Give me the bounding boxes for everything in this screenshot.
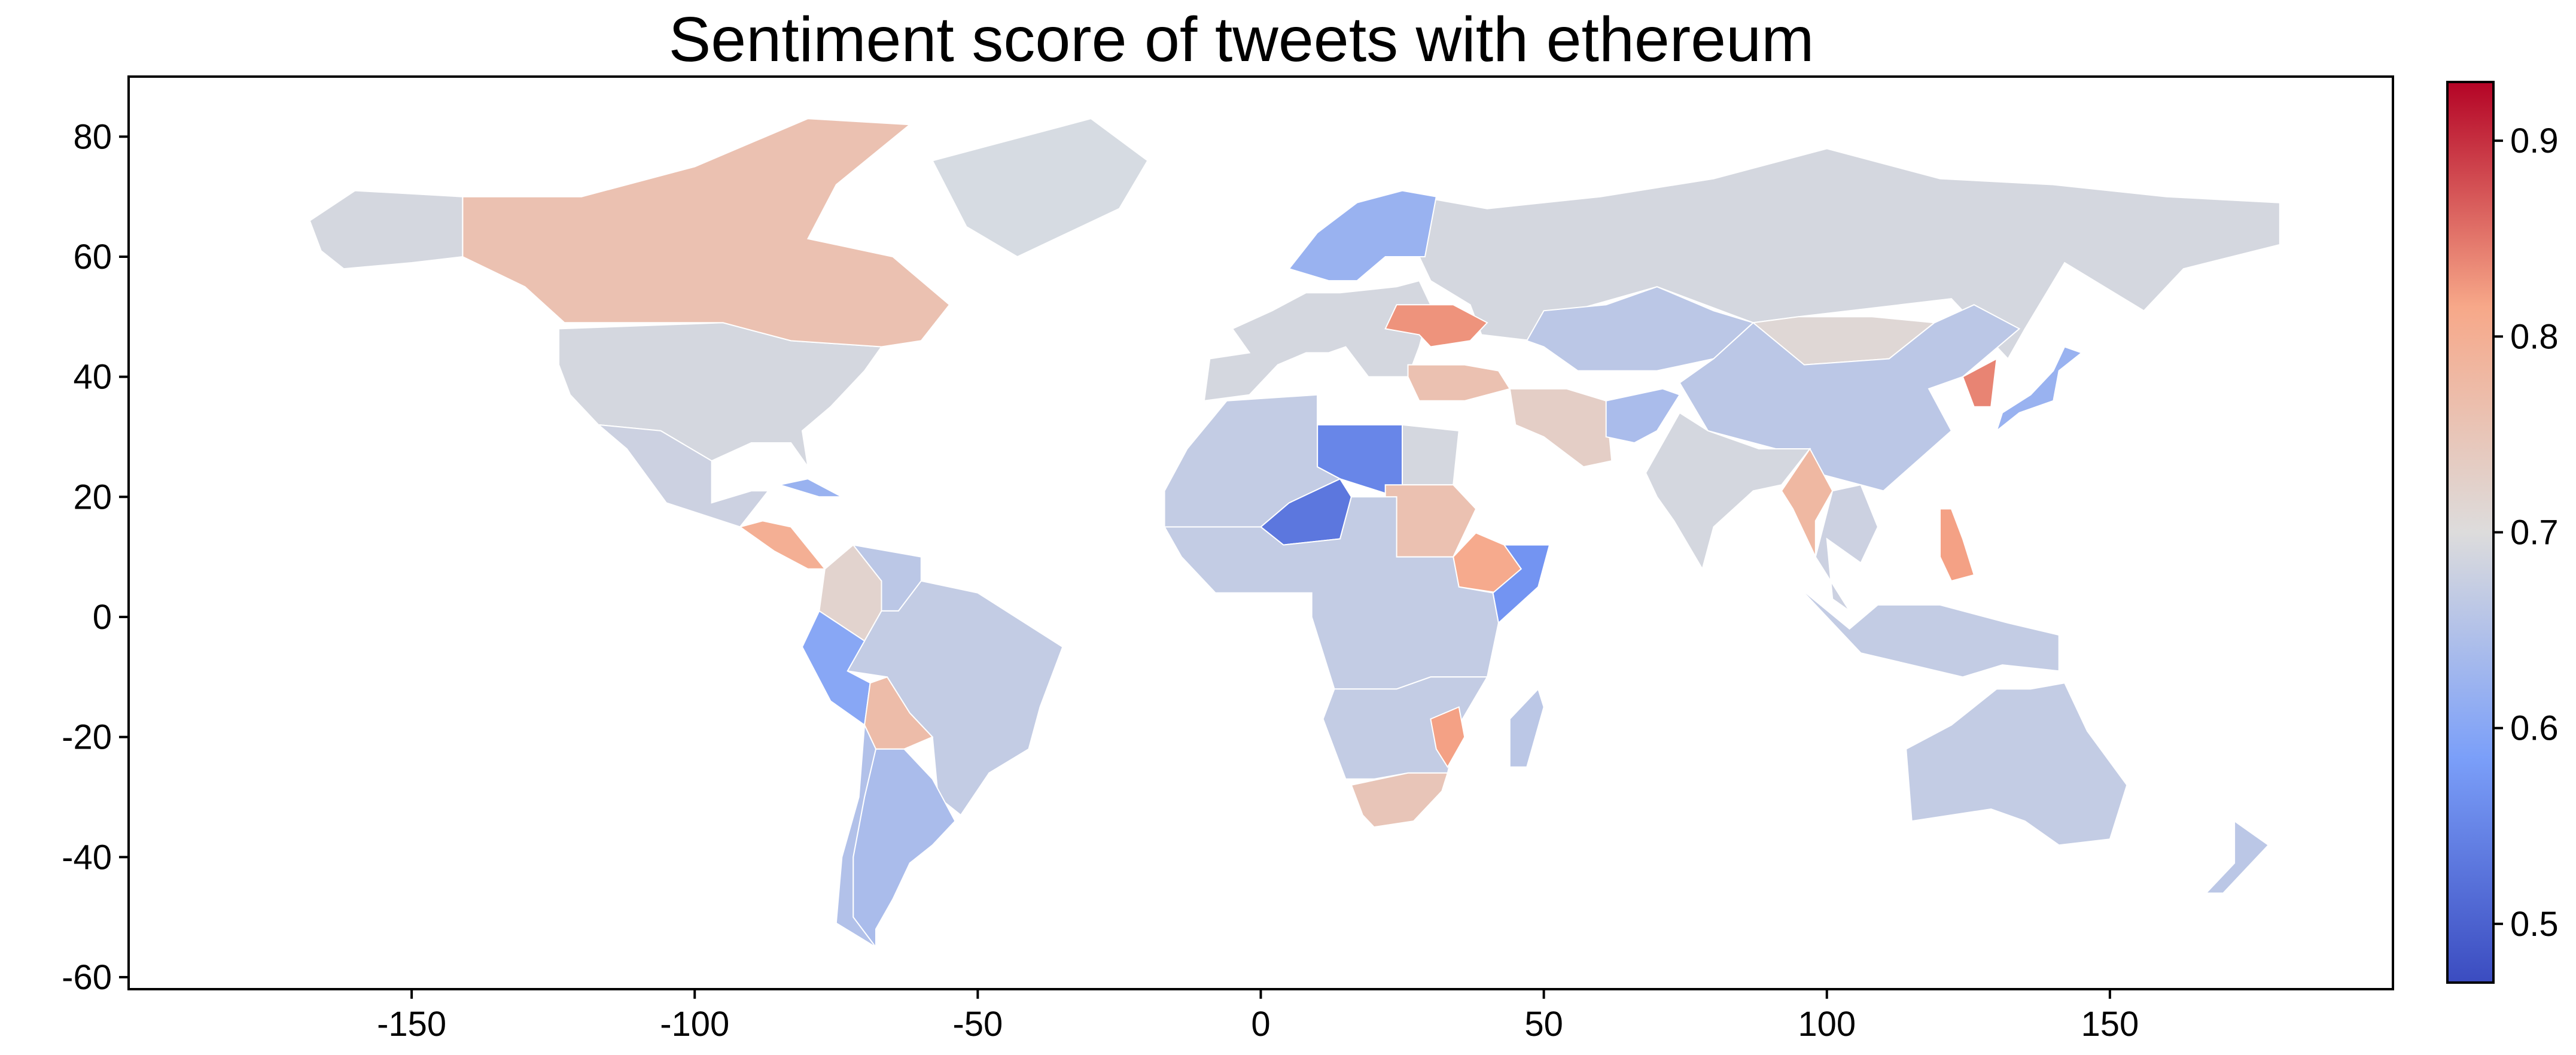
region-korea [1962,357,1998,408]
region-chile [835,722,877,948]
region-ukraine [1384,304,1488,348]
region-india [1645,412,1811,571]
x-tick-label: -100 [660,1005,729,1044]
region-japan [1995,346,2083,433]
region-canada [462,118,951,348]
colorbar-tick-label: 0.5 [2510,905,2559,944]
y-tick-label: 20 [73,478,112,516]
chart-title: Sentiment score of tweets with ethereum [669,4,1814,75]
colorbar-tick-label: 0.7 [2510,513,2559,552]
region-mozambique [1430,706,1466,768]
region-cuba [779,478,842,498]
region-australia [1905,682,2128,846]
region-iran [1509,388,1613,468]
region-alaska [309,190,464,270]
colorbar-tick-label: 0.9 [2510,121,2559,160]
region-russia [1418,148,2280,360]
x-tick-label: -50 [952,1005,1003,1044]
x-tick-label: 0 [1251,1005,1270,1044]
colorbar-tick-label: 0.8 [2510,317,2559,356]
y-tick-label: 60 [73,238,112,276]
region-afghanistan [1605,388,1681,444]
region-egypt [1402,424,1460,486]
region-south-africa [1350,772,1449,828]
region-southeast-asia [1814,484,1878,612]
x-axis-ticks: -150 -100 -50 0 50 100 150 [377,989,2139,1044]
x-tick-label: 150 [2081,1005,2139,1044]
region-greenland [931,118,1149,258]
y-tick-label: 40 [73,358,112,397]
map-plot-area: -150 -100 -50 0 50 100 150 80 60 40 20 0 -20 -40 -60 [62,75,2394,1044]
colorbar-tick-label: 0.6 [2510,709,2559,748]
region-scandinavia [1288,190,1437,282]
y-tick-label: -20 [62,718,112,757]
region-brazil [847,580,1064,816]
y-tick-label: -40 [62,838,112,877]
country-regions [309,118,2280,949]
x-tick-label: 50 [1524,1005,1563,1044]
region-indonesia [1798,586,2060,678]
region-mexico [596,424,770,528]
x-tick-label: 100 [1798,1005,1856,1044]
y-tick-label: 0 [93,598,112,637]
colorbar: 0.5 0.6 0.7 0.8 0.9 [2446,81,2559,984]
x-tick-label: -150 [377,1005,446,1044]
region-myanmar [1780,448,1834,558]
colorbar-gradient [2446,81,2495,984]
region-central-america [738,520,826,570]
y-tick-label: -60 [62,958,112,997]
region-central-africa [1163,496,1499,690]
region-turkey [1407,364,1511,402]
colorbar-ticks: 0.5 0.6 0.7 0.8 0.9 [2493,121,2559,944]
region-philippines [1939,508,1975,582]
y-axis-ticks: 80 60 40 20 0 -20 -40 -60 [62,117,129,997]
region-madagascar [1509,688,1545,768]
y-tick-label: 80 [73,117,112,156]
region-new-zealand [2204,820,2270,894]
